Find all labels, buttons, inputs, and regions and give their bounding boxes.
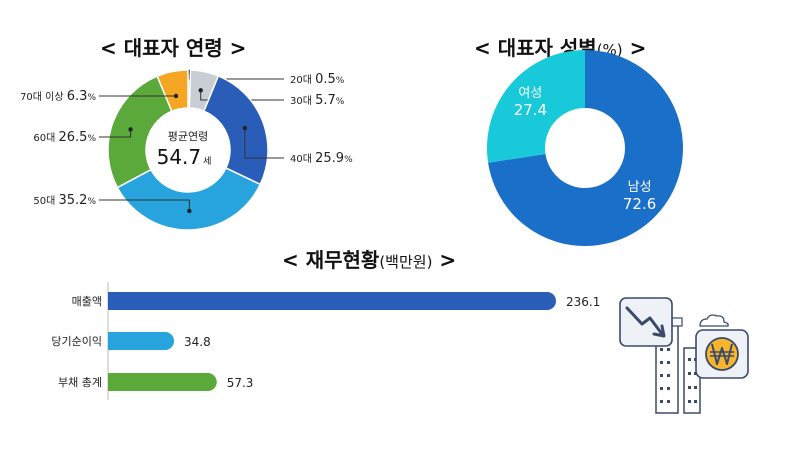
age-label-0: 20대 0.5% — [290, 72, 345, 87]
age-leader-dot-5 — [173, 93, 179, 99]
age-label-2: 40대 25.9% — [290, 151, 353, 166]
age-center-label: 평균연령 — [168, 130, 208, 143]
gender-label-1: 여성 — [518, 86, 542, 101]
age-slice-5 — [156, 69, 189, 113]
finance-title-text: < 재무현황 — [282, 248, 380, 272]
age-center-value: 54.7 세 — [157, 145, 212, 169]
finance-category-0: 매출액 — [72, 295, 102, 308]
finance-bar-base-0 — [108, 292, 117, 310]
age-label-1: 30대 5.7% — [290, 93, 345, 108]
cloud-icon — [699, 314, 729, 327]
age-leader-2 — [244, 128, 284, 159]
finance-category-2: 부채 총계 — [58, 376, 102, 389]
age-leader-3 — [99, 199, 190, 211]
finance-category-1: 당기순이익 — [51, 335, 102, 348]
age-leader-dot-1 — [198, 88, 203, 93]
finance-value-1: 34.8 — [184, 335, 211, 349]
age-label-4: 60대 26.5% — [33, 130, 96, 145]
age-leader-4 — [99, 129, 132, 138]
age-slice-4 — [107, 75, 173, 189]
finance-bar-base-2 — [108, 373, 117, 391]
finance-bar-0 — [108, 292, 556, 310]
age-label-5: 70대 이상 6.3% — [20, 89, 96, 104]
age-leader-dot-2 — [242, 125, 248, 131]
won-coin-icon — [695, 329, 749, 379]
finance-title-unit: (백만원) — [379, 253, 433, 271]
chart-trend-down-icon — [619, 297, 673, 347]
gender-slice-0 — [488, 50, 683, 246]
gender-value-1: 27.4 — [514, 101, 547, 119]
age-leader-dot-4 — [128, 127, 133, 132]
finance-title-close: > — [432, 248, 457, 272]
age-leader-0 — [188, 72, 284, 80]
gender-label-0: 남성 — [628, 180, 652, 195]
age-label-3: 50대 35.2% — [33, 193, 96, 208]
finance-chart-title: < 재무현황(백만원) > — [282, 244, 456, 273]
age-donut-chart: 20대 0.5% 30대 5.7% 40대 25.9% 50대 35.2% 60대 26… — [20, 69, 353, 231]
gender-slice-1 — [486, 50, 585, 163]
finance-bar-2 — [108, 373, 217, 391]
gender-title-close: > — [622, 36, 647, 60]
finance-bar-1 — [108, 332, 175, 350]
finance-value-2: 57.3 — [227, 376, 254, 390]
finance-bar-chart: 매출액 236.1 당기순이익 34.8 부채 총계 57.3 — [51, 282, 600, 400]
finance-value-0: 236.1 — [566, 295, 600, 309]
finance-illustration — [619, 297, 749, 414]
age-slice-3 — [116, 167, 262, 231]
age-leader-1 — [200, 90, 284, 101]
age-slice-2 — [202, 75, 269, 186]
age-chart-title: < 대표자 연령 > — [100, 36, 247, 60]
age-leader-dot-3 — [187, 208, 192, 214]
gender-value-0: 72.6 — [623, 195, 656, 213]
finance-bar-base-1 — [108, 332, 117, 350]
